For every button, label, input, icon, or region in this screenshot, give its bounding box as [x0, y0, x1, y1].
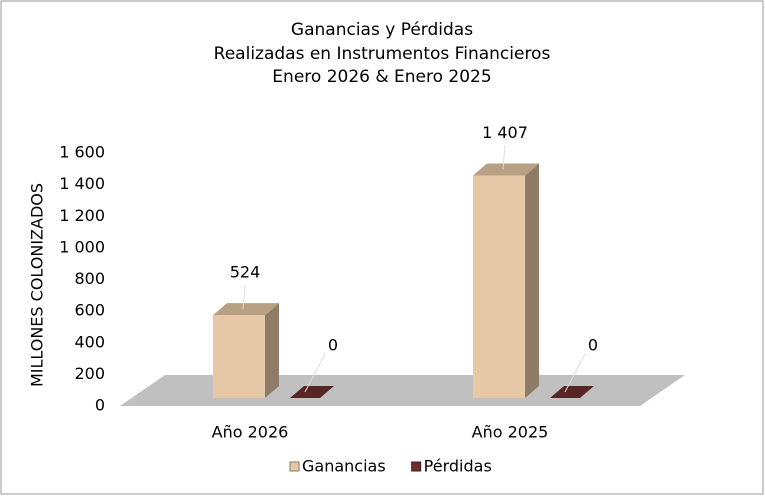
y-tick-label: 1 200: [59, 206, 105, 225]
data-label: 0: [328, 336, 338, 355]
floor: [120, 375, 685, 406]
y-tick-label: 800: [74, 269, 105, 288]
legend-label: Pérdidas: [424, 457, 492, 476]
bar-side: [265, 303, 279, 398]
bar-top: [473, 163, 539, 176]
leader-line: [502, 145, 506, 170]
chart-title: Ganancias y Pérdidas: [291, 20, 473, 40]
y-tick-label: 1 000: [59, 237, 105, 256]
data-label: 0: [588, 336, 598, 355]
data-label: 1 407: [482, 123, 528, 142]
y-tick-label: 600: [74, 301, 105, 320]
y-tick-label: 0: [95, 396, 105, 415]
leader-line: [564, 353, 586, 393]
legend-label: Ganancias: [302, 457, 386, 476]
bar: [213, 315, 265, 398]
bar-side: [525, 163, 539, 398]
y-tick-label: 1 400: [59, 174, 105, 193]
y-tick-label: 200: [74, 364, 105, 383]
legend-swatch: [289, 461, 300, 472]
bar-top: [213, 303, 279, 316]
y-axis-label: MILLONES COLONIZADOS: [28, 183, 47, 387]
leader-line: [304, 353, 326, 393]
y-tick-label: 400: [74, 332, 105, 351]
leader-line: [242, 285, 246, 310]
bar-top: [290, 386, 334, 398]
data-label: 524: [230, 263, 261, 282]
chart-title: Enero 2026 & Enero 2025: [272, 67, 491, 87]
bar: [473, 175, 525, 398]
x-tick-label: Año 2025: [472, 423, 549, 442]
x-tick-label: Año 2026: [212, 423, 289, 442]
chart-title: Realizadas en Instrumentos Financieros: [214, 44, 551, 64]
legend-swatch: [411, 461, 422, 472]
bar-top: [550, 386, 594, 398]
y-tick-label: 1 600: [59, 143, 105, 162]
